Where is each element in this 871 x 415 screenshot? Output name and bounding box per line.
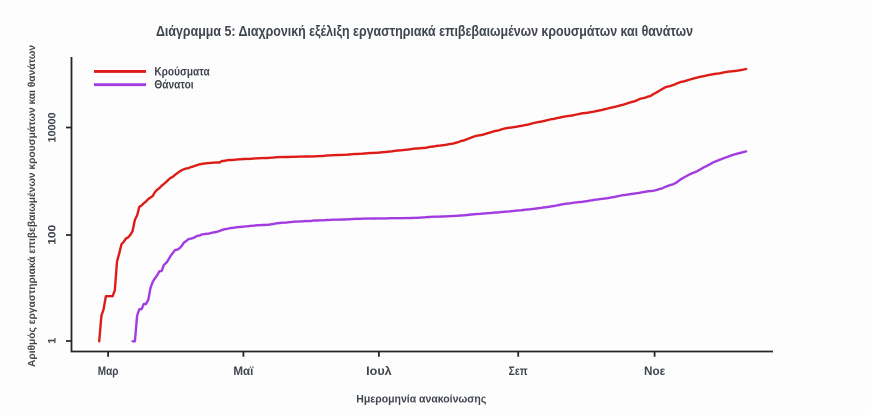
- svg-text:Μαρ: Μαρ: [98, 366, 119, 378]
- svg-text:Κρούσματα: Κρούσματα: [154, 66, 209, 78]
- svg-text:Αριθμός εργαστηριακά επιβεβαιω: Αριθμός εργαστηριακά επιβεβαιωμένων κρου…: [27, 45, 38, 367]
- svg-text:Διάγραμμα 5: Διαχρονική εξέλιξ: Διάγραμμα 5: Διαχρονική εξέλιξη εργαστηρ…: [156, 23, 693, 40]
- svg-text:100: 100: [46, 225, 58, 245]
- svg-text:Ιουλ: Ιουλ: [366, 366, 392, 378]
- svg-text:Σεπ: Σεπ: [509, 366, 528, 378]
- svg-text:1: 1: [46, 338, 58, 344]
- svg-text:Θάνατοι: Θάνατοι: [154, 80, 193, 92]
- svg-text:Ημερομηνία ανακοίνωσης: Ημερομηνία ανακοίνωσης: [356, 393, 486, 405]
- svg-text:10000: 10000: [46, 112, 58, 142]
- svg-text:Μαϊ: Μαϊ: [233, 366, 254, 378]
- svg-text:Νοε: Νοε: [644, 366, 666, 378]
